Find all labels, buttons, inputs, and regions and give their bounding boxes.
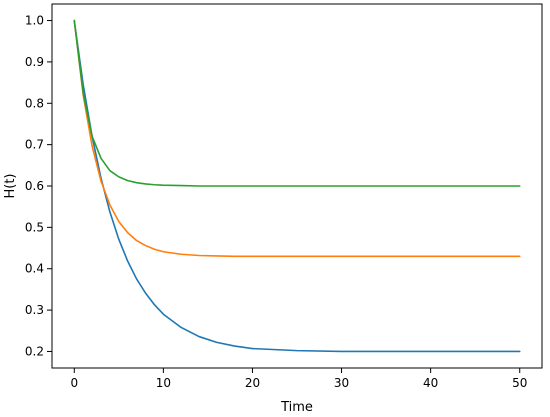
series-lines <box>73 19 521 353</box>
y-tick-label: 0.3 <box>25 303 44 317</box>
x-tick-label: 30 <box>334 376 349 390</box>
y-tick-label: 0.7 <box>25 138 44 152</box>
x-tick-label: 0 <box>70 376 78 390</box>
y-tick-label: 0.5 <box>25 220 44 234</box>
y-tick-label: 0.2 <box>25 344 44 358</box>
y-tick-label: 1.0 <box>25 14 44 28</box>
x-axis-label: Time <box>280 400 313 415</box>
y-axis: 0.2 0.3 0.4 0.5 0.6 0.7 0.8 0.9 1.0 <box>25 14 52 358</box>
y-axis-label: H(t) <box>3 173 18 198</box>
y-tick-label: 0.9 <box>25 55 44 69</box>
x-tick-label: 40 <box>423 376 438 390</box>
y-tick-label: 0.8 <box>25 96 44 110</box>
y-tick-label: 0.4 <box>25 262 44 276</box>
y-tick-label: 0.6 <box>25 179 44 193</box>
x-tick-label: 50 <box>512 376 527 390</box>
series-line-3 <box>73 19 521 187</box>
series-line-2 <box>73 19 521 258</box>
x-tick-label: 20 <box>245 376 260 390</box>
x-tick-label: 10 <box>156 376 171 390</box>
x-axis: 0 10 20 30 40 50 <box>70 368 527 390</box>
